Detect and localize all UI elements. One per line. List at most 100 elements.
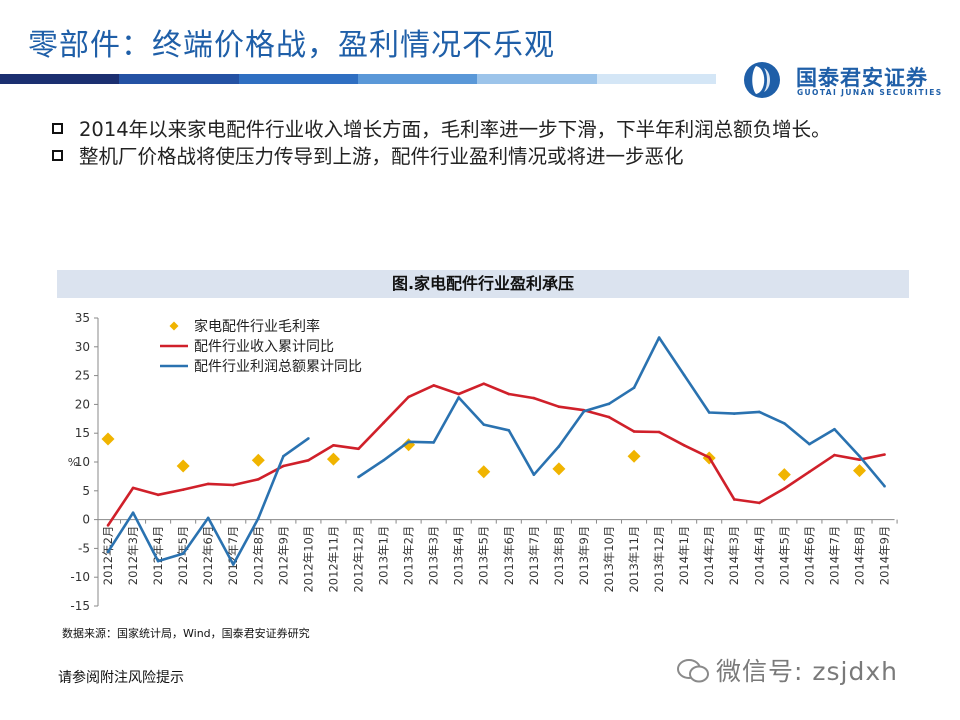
- line-point: [507, 392, 511, 396]
- line-point: [357, 447, 360, 451]
- line-point: [382, 458, 385, 462]
- x-tick-label: 2013年3月: [427, 526, 441, 586]
- data-source: 数据来源：国家统计局，Wind，国泰君安证券研究: [62, 627, 310, 640]
- line-point: [432, 384, 435, 387]
- chart-title: 图.家电配件行业盈利承压: [57, 270, 909, 298]
- line-point: [507, 429, 511, 432]
- x-tick-label: 2013年7月: [527, 526, 541, 586]
- logo-name: 国泰君安证券: [796, 66, 928, 90]
- bullet-text: 整机厂价格战将使压力传导到上游，配件行业盈利情况或将进一步恶化: [79, 145, 684, 168]
- line-point: [657, 336, 661, 339]
- wechat-id: 微信号: zsjdxh: [716, 657, 898, 686]
- line-point: [206, 516, 210, 520]
- legend-label: 配件行业收入累计同比: [194, 339, 334, 355]
- scatter-point: [251, 453, 265, 467]
- line-point: [607, 402, 611, 406]
- scatter-point: [176, 459, 190, 473]
- scatter-point: [777, 468, 791, 482]
- line-point: [106, 550, 110, 554]
- line-point: [156, 493, 160, 497]
- x-tick-label: 2014年8月: [853, 526, 867, 586]
- line-point: [833, 453, 836, 457]
- y-tick-label: -10: [70, 570, 90, 584]
- stripe-segment: [477, 74, 597, 84]
- line-point: [657, 430, 661, 434]
- line-point: [883, 453, 886, 456]
- x-tick-label: 2012年10月: [301, 526, 315, 593]
- x-tick-label: 2014年9月: [878, 526, 892, 586]
- x-tick-label: 2013年10月: [602, 526, 616, 593]
- line-point: [732, 498, 736, 501]
- x-tick-label: 2013年9月: [577, 526, 591, 586]
- company-logo: 国泰君安证券 GUOTAI JUNAN SECURITIES: [736, 60, 952, 100]
- page-title: 零部件：终端价格战，盈利情况不乐观: [28, 28, 555, 63]
- line-chart: 35 30 25 20 15 10 5 0 -5 -10 -15% 2012年2月 2012年3月 201…: [68, 311, 898, 613]
- x-tick-label: 2012年3月: [126, 526, 140, 586]
- line-point: [682, 443, 686, 447]
- scatter-point: [627, 449, 641, 463]
- y-tick-label: 5: [82, 484, 90, 498]
- line-point: [432, 441, 435, 444]
- y-tick-label: 20: [75, 397, 90, 411]
- logo-english: GUOTAI JUNAN SECURITIES: [797, 88, 943, 97]
- line-point: [833, 427, 836, 431]
- line-point: [557, 445, 561, 448]
- x-tick-label: 2012年11月: [326, 526, 340, 593]
- wechat-watermark: 微信号: zsjdxh: [676, 652, 898, 688]
- y-tick-label: 25: [75, 369, 90, 383]
- title-stripe: [0, 74, 716, 84]
- scatter-point: [552, 462, 566, 476]
- x-tick-label: 2014年5月: [777, 526, 791, 586]
- y-tick-label: 10: [75, 455, 90, 469]
- x-tick-label: 2014年7月: [827, 526, 841, 586]
- x-tick-label: 2012年12月: [352, 526, 366, 593]
- y-tick-label: 35: [75, 311, 90, 325]
- y-axis-label: %: [68, 456, 78, 469]
- x-tick-label: 2013年1月: [377, 526, 391, 586]
- line-point: [181, 488, 185, 491]
- line-point: [106, 524, 110, 527]
- x-tick-label: 2014年6月: [802, 526, 816, 586]
- y-tick-label: 30: [75, 340, 90, 354]
- line-point: [307, 458, 310, 462]
- bullet-list: 2014年以来家电配件行业收入增长方面，毛利率进一步下滑，下半年利润总额负增长。…: [52, 116, 932, 170]
- line-point: [808, 470, 811, 474]
- line-point: [758, 410, 761, 414]
- bullet-square-icon: [52, 123, 63, 134]
- line-point: [632, 386, 636, 389]
- line-point: [482, 382, 486, 385]
- x-tick-label: 2012年2月: [101, 526, 115, 586]
- stripe-segment: [238, 74, 358, 84]
- scatter-point: [326, 452, 340, 466]
- line-point: [582, 410, 586, 413]
- x-tick-label: 2013年5月: [477, 526, 491, 586]
- line-point: [682, 373, 686, 377]
- bullet-item: 整机厂价格战将使压力传导到上游，配件行业盈利情况或将进一步恶化: [52, 143, 932, 170]
- line-point: [482, 423, 486, 426]
- line-point: [858, 454, 861, 458]
- line-point: [332, 443, 335, 447]
- x-tick-label: 2013年6月: [502, 526, 516, 586]
- legend-label: 配件行业利润总额累计同比: [194, 359, 362, 375]
- x-tick-label: 2014年4月: [752, 526, 766, 586]
- bullet-square-icon: [52, 150, 63, 161]
- line-point: [808, 442, 811, 446]
- stripe-segment: [357, 74, 478, 84]
- x-tick-label: 2012年8月: [251, 526, 265, 586]
- line-point: [156, 559, 160, 563]
- x-tick-label: 2013年8月: [552, 526, 566, 586]
- stripe-segment: [119, 74, 239, 84]
- line-point: [858, 458, 861, 461]
- line-point: [231, 483, 235, 487]
- line-point: [257, 477, 260, 481]
- line-point: [131, 511, 135, 514]
- line-point: [532, 396, 536, 400]
- line-point: [282, 464, 285, 468]
- bullet-text: 2014年以来家电配件行业收入增长方面，毛利率进一步下滑，下半年利润总额负增长。: [79, 118, 831, 141]
- risk-note: 请参阅附注风险提示: [58, 670, 184, 686]
- line-point: [257, 517, 260, 520]
- line-point: [732, 412, 736, 415]
- x-tick-label: 2012年5月: [176, 526, 190, 586]
- legend-diamond-swatch: [169, 321, 179, 331]
- line-point: [883, 484, 886, 488]
